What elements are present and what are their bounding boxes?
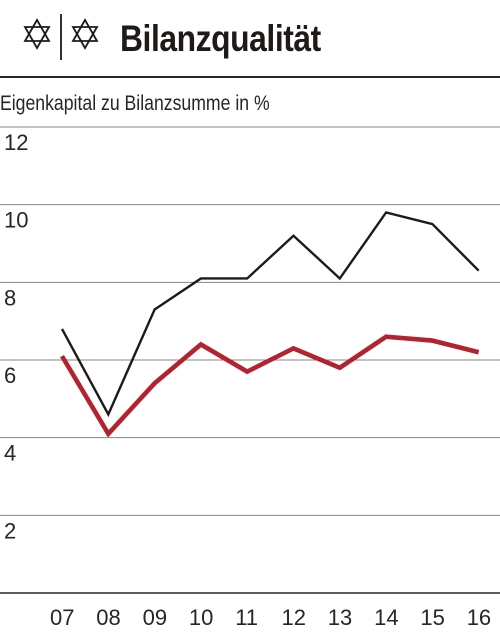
x-tick-label: 11 [235, 605, 258, 630]
x-tick-label: 12 [282, 605, 306, 630]
x-tick-label: 14 [374, 605, 398, 630]
x-tick-label: 10 [189, 605, 213, 630]
header-divider [0, 76, 500, 78]
x-tick-label: 15 [420, 605, 444, 630]
y-tick-label: 4 [4, 441, 16, 466]
series-line-1 [60, 211, 480, 418]
y-tick-label: 12 [4, 130, 28, 155]
y-tick-label: 8 [4, 285, 16, 310]
series-line-2 [60, 334, 480, 438]
page-title: Bilanzqualität [120, 18, 321, 59]
header: Bilanzqualität [0, 0, 500, 78]
x-tick-label: 08 [96, 605, 120, 630]
x-tick-label: 09 [143, 605, 167, 630]
y-axis-label: Eigenkapital zu Bilanzsumme in % [0, 92, 270, 115]
y-tick-label: 2 [4, 518, 16, 543]
y-tick-label: 10 [4, 208, 28, 233]
y-tick-label: 6 [4, 363, 16, 388]
x-tick-label: 16 [467, 605, 491, 630]
x-tick-label: 13 [328, 605, 352, 630]
x-tick-label: 07 [50, 605, 74, 630]
star-of-david-icon [23, 14, 99, 60]
